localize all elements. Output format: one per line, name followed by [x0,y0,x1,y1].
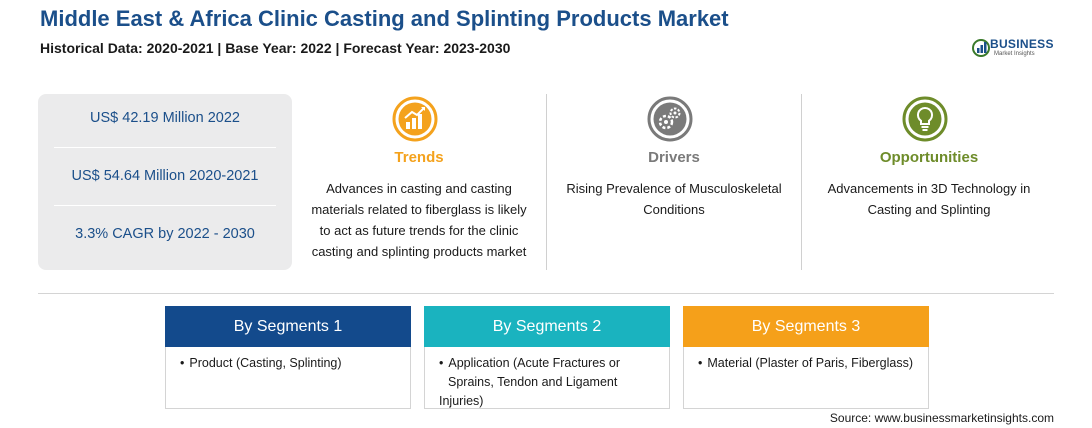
segment-1-header: By Segments 1 [165,306,411,347]
stat-divider [54,205,276,206]
drivers-line: Rising Prevalence of Musculoskeletal [566,181,782,196]
list-item-text: Sprains, Tendon and Ligament Injuries) [439,375,618,408]
list-item: Product (Casting, Splinting) [180,354,406,373]
stat-cagr: 3.3% CAGR by 2022 - 2030 [75,226,255,242]
trends-heading: Trends [394,149,444,166]
stat-market-value-historical: US$ 54.64 Million 2020-2021 [71,168,259,184]
logo-name: BUSINESS [990,37,1054,51]
opportunities-line: Casting and Splinting [867,202,991,217]
trends-line: to act as future trends for the clinic [319,223,519,238]
opportunities-column: Opportunities Advancements in 3D Technol… [804,94,1054,272]
drivers-line: Conditions [643,202,705,217]
column-divider [801,94,802,270]
page-subtitle: Historical Data: 2020-2021 | Base Year: … [40,40,511,56]
segment-3-list: Material (Plaster of Paris, Fiberglass) [698,354,924,373]
trends-column: Trends Advances in casting and casting m… [294,94,544,272]
stat-divider [54,147,276,148]
gears-icon [647,96,693,142]
growth-chart-icon [392,96,438,142]
lightbulb-icon [902,96,948,142]
segment-1-list: Product (Casting, Splinting) [180,354,406,373]
opportunities-line: Advancements in 3D Technology in [827,181,1031,196]
trends-line: materials related to fiberglass is likel… [311,202,527,217]
list-item-text: Material (Plaster of Paris, Fiberglass) [707,356,914,370]
opportunities-heading: Opportunities [879,149,979,166]
segment-card-1: By Segments 1 Product (Casting, Splintin… [165,306,411,409]
segment-2-list: Application (Acute Fractures or Sprains, … [439,354,665,411]
segment-card-3: By Segments 3 Material (Plaster of Paris… [683,306,929,409]
drivers-text: Rising Prevalence of Musculoskeletal Con… [555,178,793,220]
page-title: Middle East & Africa Clinic Casting and … [40,6,729,31]
drivers-column: Drivers Rising Prevalence of Musculoskel… [549,94,799,272]
source-note: Source: www.businessmarketinsights.com [829,411,1054,425]
segment-2-header: By Segments 2 [424,306,670,347]
market-stats-panel: US$ 42.19 Million 2022 US$ 54.64 Million… [38,94,292,270]
list-item-text: Product (Casting, Splinting) [189,356,342,370]
segment-3-header: By Segments 3 [683,306,929,347]
trends-line: Advances in casting and casting [326,181,512,196]
logo-tagline: Market Insights [994,51,1035,57]
trends-line: casting and splinting products market [311,244,527,259]
list-item: Material (Plaster of Paris, Fiberglass) [698,354,924,373]
section-divider [38,293,1054,294]
opportunities-text: Advancements in 3D Technology in Casting… [810,178,1048,220]
list-item-text: Application (Acute Fractures or [448,356,620,370]
column-divider [546,94,547,270]
segment-card-2: By Segments 2 Application (Acute Fractur… [424,306,670,409]
logo-globe-icon [972,39,990,57]
list-item: Application (Acute Fractures or Sprains, … [439,354,665,411]
trends-text: Advances in casting and casting material… [300,178,538,262]
drivers-heading: Drivers [648,149,700,166]
brand-logo: BUSINESS Market Insights [972,34,1062,62]
stat-market-value-2022: US$ 42.19 Million 2022 [90,110,240,126]
